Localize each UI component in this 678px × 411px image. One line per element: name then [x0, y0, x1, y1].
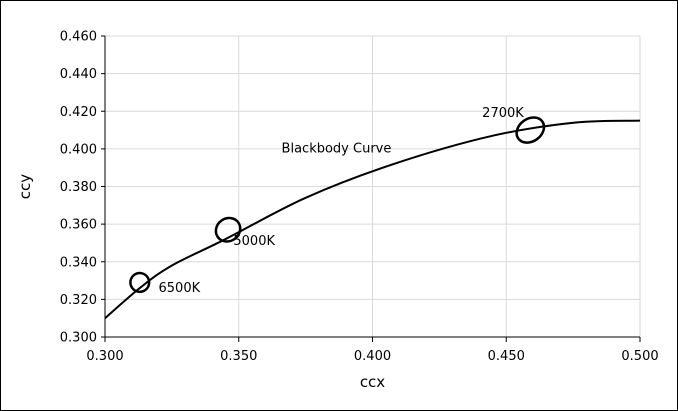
y-tick-label: 0.300: [60, 331, 97, 346]
y-tick-label: 0.460: [60, 30, 97, 45]
x-tick-label: 0.450: [488, 349, 525, 364]
annotation-6500k: 6500K: [159, 281, 201, 296]
blackbody-curve-line: [104, 119, 641, 319]
x-tick-label: 0.500: [621, 349, 658, 364]
y-tick-label: 0.360: [60, 218, 97, 233]
y-tick-label: 0.380: [60, 180, 97, 195]
grid: [105, 35, 641, 337]
x-tick-label: 0.300: [86, 349, 123, 364]
y-tick-label: 0.340: [60, 255, 97, 270]
x-tick-label: 0.400: [354, 349, 391, 364]
x-tick-label: 0.350: [220, 349, 257, 364]
ellipse-6500k: [129, 271, 151, 294]
x-axis-title: ccx: [360, 373, 385, 391]
y-tick-label: 0.320: [60, 293, 97, 308]
annotation-5000k: 5000K: [233, 234, 275, 249]
series-layer: [104, 119, 641, 319]
y-axis-title: ccy: [16, 174, 34, 199]
y-tick-label: 0.420: [60, 105, 97, 120]
ellipse-layer: [129, 116, 546, 294]
ellipse-5000k: [214, 216, 242, 243]
annotation-2700k: 2700K: [482, 106, 524, 121]
y-tick-label: 0.440: [60, 67, 97, 82]
y-tick-label: 0.400: [60, 142, 97, 157]
axes: [101, 35, 641, 342]
annotation-blackbody-curve: Blackbody Curve: [282, 142, 392, 157]
tick-labels: 0.300 0.320 0.340 0.360 0.380 0.400 0.420 0.440…: [60, 30, 659, 365]
annotation-layer: Blackbody Curve 6500K 5000K 2700K: [159, 106, 525, 296]
ellipse-2700k: [515, 116, 546, 144]
